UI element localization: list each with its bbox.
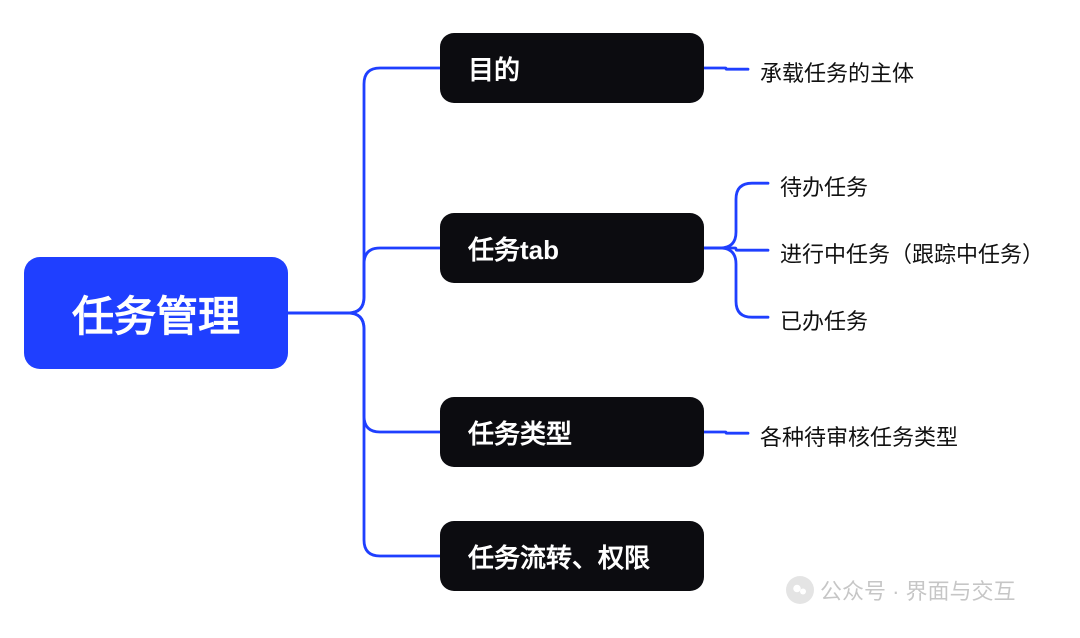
root-label: 任务管理 [72,283,240,344]
child-node-types: 任务类型 [440,397,704,467]
leaf-text: 待办任务 [780,170,868,202]
wechat-icon [786,576,814,604]
child-label: 任务流转、权限 [468,538,650,575]
leaf-text: 进行中任务（跟踪中任务） [780,237,1044,269]
child-node-tabs: 任务tab [440,213,704,283]
child-label: 任务tab [468,230,559,267]
child-label: 任务类型 [468,414,572,451]
watermark-text: 公众号 · 界面与交互 [820,574,1016,606]
leaf-text: 已办任务 [780,304,868,336]
leaf-text: 承载任务的主体 [760,56,914,88]
child-node-flow: 任务流转、权限 [440,521,704,591]
watermark: 公众号 · 界面与交互 [786,574,1016,606]
root-node: 任务管理 [24,257,288,369]
child-label: 目的 [468,50,520,87]
child-node-purpose: 目的 [440,33,704,103]
leaf-text: 各种待审核任务类型 [760,420,958,452]
